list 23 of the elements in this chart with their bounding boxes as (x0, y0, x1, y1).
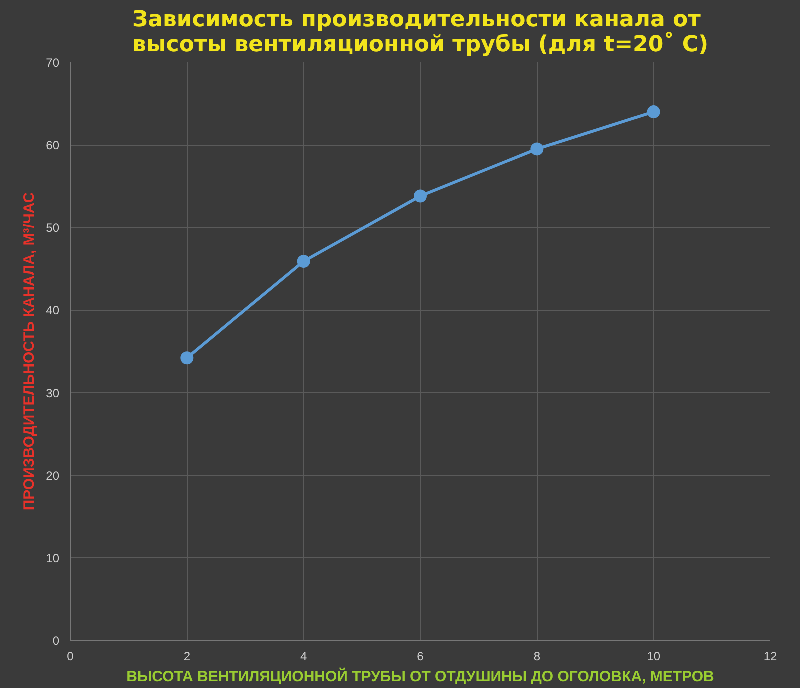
y-tick-label: 50 (46, 221, 60, 236)
point (297, 255, 310, 268)
y-tick-label: 60 (46, 138, 60, 153)
y-tick-label: 70 (46, 56, 60, 70)
y-tick-label: 10 (46, 551, 60, 566)
x-tick-label: 8 (534, 650, 541, 664)
x-tick-label: 10 (647, 650, 661, 664)
x-tick-label: 12 (764, 650, 778, 664)
point (647, 106, 660, 119)
x-axis-title: ВЫСОТА ВЕНТИЛЯЦИОННОЙ ТРУБЫ ОТ ОТДУШИНЫ ДО ОГОЛОВКА, МЕТРОВ (126, 668, 715, 686)
chart-title: Зависимость производительности канала от высоты вентиляционной трубы (для t=20˚ C) (132, 8, 709, 58)
x-tick-label: 2 (184, 650, 191, 664)
point (180, 352, 194, 365)
point (414, 190, 427, 203)
y-tick-label: 20 (46, 468, 60, 483)
point (530, 142, 544, 156)
y-tick-label: 40 (46, 304, 60, 318)
x-tick-label: 6 (417, 650, 424, 664)
x-tick-label: 0 (67, 650, 74, 664)
y-tick-label: 30 (46, 386, 60, 400)
y-axis-title: ПРОИЗВОДИТЕЛЬНОСТЬ КАНАЛА, М³/ЧАС (21, 192, 38, 511)
y-tick-label: 0 (52, 634, 60, 648)
x-tick-label: 4 (300, 650, 308, 664)
